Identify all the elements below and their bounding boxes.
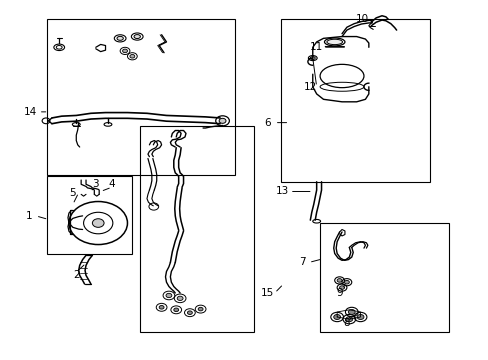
Bar	[281, 19, 429, 182]
Circle shape	[159, 306, 163, 309]
Circle shape	[173, 308, 178, 312]
Bar	[47, 176, 132, 253]
Text: 10: 10	[355, 14, 368, 24]
Text: 14: 14	[24, 107, 38, 117]
Circle shape	[345, 317, 352, 321]
Bar	[320, 223, 448, 332]
Circle shape	[339, 286, 344, 289]
Ellipse shape	[326, 39, 342, 45]
Text: 3: 3	[92, 179, 99, 189]
Bar	[47, 19, 234, 175]
Circle shape	[344, 280, 348, 284]
Ellipse shape	[117, 36, 123, 40]
Text: 7: 7	[298, 257, 305, 267]
Circle shape	[165, 293, 171, 298]
Text: 5: 5	[69, 188, 76, 198]
Circle shape	[356, 315, 363, 319]
Circle shape	[333, 315, 340, 319]
Circle shape	[219, 118, 225, 123]
Text: 15: 15	[261, 288, 274, 298]
Text: 13: 13	[275, 186, 288, 197]
Circle shape	[347, 310, 354, 315]
Circle shape	[177, 296, 183, 301]
Bar	[140, 126, 254, 332]
Text: 1: 1	[25, 211, 32, 221]
Circle shape	[122, 49, 127, 53]
Text: 4: 4	[108, 179, 115, 189]
Text: 12: 12	[303, 82, 316, 92]
Text: 2: 2	[73, 270, 80, 280]
Text: 8: 8	[343, 319, 349, 328]
Circle shape	[187, 311, 192, 315]
Text: 11: 11	[309, 42, 323, 52]
Ellipse shape	[310, 57, 315, 59]
Circle shape	[92, 219, 104, 227]
Circle shape	[336, 279, 341, 282]
Text: 6: 6	[264, 118, 271, 128]
Circle shape	[130, 54, 135, 58]
Circle shape	[198, 307, 203, 311]
Ellipse shape	[134, 35, 140, 39]
Text: 9: 9	[336, 288, 342, 298]
